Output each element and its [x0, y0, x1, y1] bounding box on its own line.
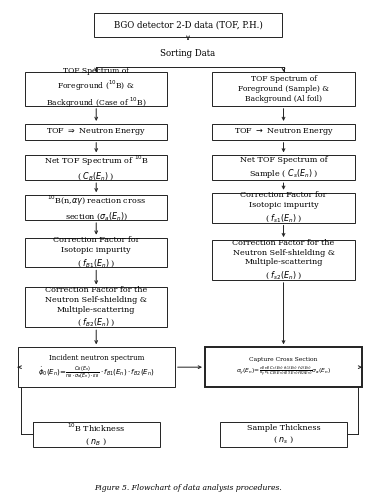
FancyBboxPatch shape — [25, 156, 167, 180]
Text: Correction Factor for the
Neutron Self-shielding &
Multiple-scattering
( $f_{B2}: Correction Factor for the Neutron Self-s… — [45, 286, 147, 329]
Text: Incident neutron spectrum
$\dot{\phi}_0(E_n)\!=\!\frac{C_B(E_n)}{n_B \cdot \sigm: Incident neutron spectrum $\dot{\phi}_0(… — [38, 354, 155, 380]
FancyBboxPatch shape — [220, 422, 347, 447]
FancyBboxPatch shape — [212, 156, 355, 180]
Text: Sample Thickness
( $n_s$ ): Sample Thickness ( $n_s$ ) — [247, 424, 320, 445]
FancyBboxPatch shape — [18, 347, 175, 387]
FancyBboxPatch shape — [25, 238, 167, 268]
FancyBboxPatch shape — [25, 124, 167, 140]
FancyBboxPatch shape — [25, 288, 167, 328]
Text: Correction Factor for the
Neutron Self-shielding &
Multiple-scattering
( $f_{s2}: Correction Factor for the Neutron Self-s… — [232, 239, 335, 281]
FancyBboxPatch shape — [212, 72, 355, 106]
Text: Net TOF Spectrum of
Sample ( $C_s(E_n)$ ): Net TOF Spectrum of Sample ( $C_s(E_n)$ … — [240, 156, 327, 180]
Text: Correction Factor for
Isotopic impurity
( $f_{B1}(E_n)$ ): Correction Factor for Isotopic impurity … — [53, 236, 139, 268]
Text: TOF $\Rightarrow$ Neutron Energy: TOF $\Rightarrow$ Neutron Energy — [46, 126, 146, 138]
FancyBboxPatch shape — [25, 195, 167, 220]
FancyBboxPatch shape — [212, 240, 355, 280]
Text: Capture Cross Section
$\sigma_\gamma(E_n)\!=\!\frac{\varepsilon_B}{\kappa_\gamma: Capture Cross Section $\sigma_\gamma(E_n… — [236, 356, 331, 378]
Text: Correction Factor for
Isotopic impurity
( $f_{s1}(E_n)$ ): Correction Factor for Isotopic impurity … — [240, 192, 327, 224]
Text: Net TOF Spectrum of $^{10}$B
( $C_B(E_n)$ ): Net TOF Spectrum of $^{10}$B ( $C_B(E_n)… — [44, 154, 149, 182]
Text: $^{10}$B Thickness
( $n_B$ ): $^{10}$B Thickness ( $n_B$ ) — [67, 422, 125, 448]
Text: $^{10}$B(n,$\alpha\gamma$) reaction cross
section ($\sigma_a(E_n)$): $^{10}$B(n,$\alpha\gamma$) reaction cros… — [47, 193, 146, 222]
Text: BGO detector 2-D data (TOF, P.H.): BGO detector 2-D data (TOF, P.H.) — [114, 20, 262, 29]
FancyBboxPatch shape — [25, 72, 167, 106]
Text: TOF Spectrum of
Foreground ($^{10}$B) &
Background (Case of $^{10}$B): TOF Spectrum of Foreground ($^{10}$B) & … — [46, 68, 147, 110]
FancyBboxPatch shape — [212, 124, 355, 140]
FancyBboxPatch shape — [33, 422, 160, 447]
FancyBboxPatch shape — [205, 347, 362, 387]
FancyBboxPatch shape — [212, 192, 355, 222]
Text: TOF $\rightarrow$ Neutron Energy: TOF $\rightarrow$ Neutron Energy — [233, 126, 334, 138]
Text: Sorting Data: Sorting Data — [161, 48, 215, 58]
FancyBboxPatch shape — [94, 12, 282, 36]
Text: TOF Spectrum of
Foreground (Sample) &
Background (Al foil): TOF Spectrum of Foreground (Sample) & Ba… — [238, 75, 329, 102]
Text: Figure 5. Flowchart of data analysis procedures.: Figure 5. Flowchart of data analysis pro… — [94, 484, 282, 492]
